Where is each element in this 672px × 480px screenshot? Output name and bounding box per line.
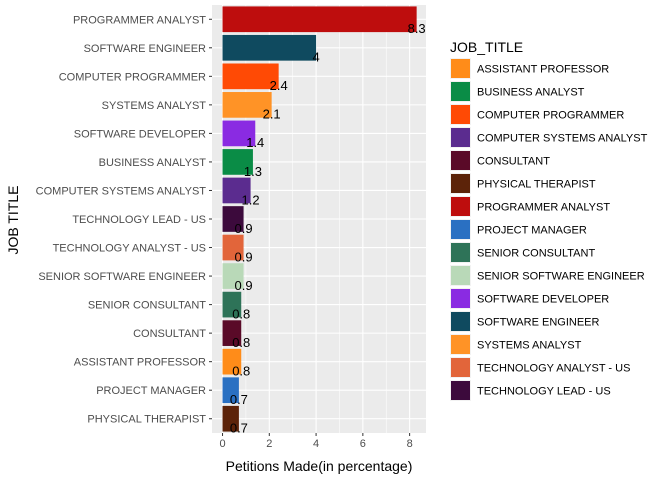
data-label: 0.8 [232, 335, 250, 350]
x-tick-label: 2 [266, 438, 272, 450]
y-tick-label: SYSTEMS ANALYST [102, 100, 207, 112]
legend-swatch [451, 266, 470, 285]
legend-label: SYSTEMS ANALYST [477, 340, 582, 352]
legend-swatch [451, 289, 470, 308]
data-label: 0.8 [232, 364, 250, 379]
x-tick-label: 4 [313, 438, 319, 450]
y-tick-label: TECHNOLOGY LEAD - US [72, 214, 206, 226]
y-tick-label: SENIOR CONSULTANT [88, 300, 206, 312]
x-tick-label: 6 [360, 438, 366, 450]
legend-swatch [451, 381, 470, 400]
data-label: 1.2 [242, 192, 260, 207]
y-tick-label: COMPUTER SYSTEMS ANALYST [36, 185, 207, 197]
legend-swatch [451, 220, 470, 239]
legend-label: CONSULTANT [477, 156, 550, 168]
y-tick-label: ASSISTANT PROFESSOR [74, 357, 206, 369]
legend-title: JOB_TITLE [450, 39, 523, 55]
x-tick-label: 0 [219, 438, 225, 450]
legend-label: TECHNOLOGY ANALYST - US [477, 363, 630, 375]
bar [222, 377, 239, 404]
legend-swatch [451, 105, 470, 124]
bar [222, 63, 279, 90]
data-label: 0.7 [230, 392, 248, 407]
legend-label: TECHNOLOGY LEAD - US [477, 386, 611, 398]
legend-label: SENIOR SOFTWARE ENGINEER [477, 271, 645, 283]
bar [222, 6, 417, 33]
bar [222, 234, 244, 261]
data-label: 0.8 [232, 306, 250, 321]
legend: JOB_TITLE ASSISTANT PROFESSOR BUSINESS AN… [450, 39, 648, 401]
bar [222, 149, 253, 175]
bar [222, 92, 272, 118]
legend-label: ASSISTANT PROFESSOR [477, 64, 609, 76]
data-label: 8.3 [408, 21, 426, 36]
legend-swatch [451, 174, 470, 193]
data-label: 0.7 [230, 421, 248, 436]
y-tick-label: PHYSICAL THERAPIST [87, 414, 206, 426]
data-label: 2.4 [270, 78, 288, 93]
y-tick-label: COMPUTER PROGRAMMER [59, 71, 206, 83]
bar [222, 120, 256, 147]
y-tick-label: PROJECT MANAGER [96, 385, 206, 397]
legend-swatch [451, 243, 470, 262]
legend-label: PROJECT MANAGER [477, 225, 587, 237]
legend-swatch [451, 82, 470, 101]
data-label: 0.9 [235, 221, 253, 236]
bar [222, 263, 244, 289]
legend-swatch [451, 59, 470, 78]
y-tick-label: SOFTWARE DEVELOPER [74, 128, 206, 140]
data-label: 0.9 [235, 249, 253, 264]
data-label: 1.3 [244, 164, 262, 179]
data-label: 2.1 [263, 107, 281, 122]
legend-swatch [451, 128, 470, 147]
bar [222, 320, 242, 346]
legend-swatch [451, 151, 470, 170]
y-tick-label: PROGRAMMER ANALYST [73, 14, 206, 26]
data-label: 4 [312, 50, 319, 65]
y-tick-label: SENIOR SOFTWARE ENGINEER [38, 271, 206, 283]
data-label: 0.9 [235, 278, 253, 293]
bar [222, 206, 244, 232]
y-tick-label: TECHNOLOGY ANALYST - US [53, 243, 206, 255]
x-tick-label: 8 [407, 438, 413, 450]
legend-label: BUSINESS ANALYST [477, 87, 585, 99]
data-label: 1.4 [246, 135, 264, 150]
legend-swatch [451, 335, 470, 354]
bar [222, 348, 242, 375]
bar [222, 291, 242, 318]
legend-label: SOFTWARE ENGINEER [477, 317, 599, 329]
legend-label: PROGRAMMER ANALYST [477, 202, 610, 214]
y-tick-label: SOFTWARE ENGINEER [84, 43, 206, 55]
y-tick-label: BUSINESS ANALYST [99, 157, 207, 169]
bar [222, 405, 239, 432]
bar [222, 177, 251, 204]
x-axis-title: Petitions Made(in percentage) [226, 458, 413, 474]
legend-label: SENIOR CONSULTANT [477, 248, 595, 260]
legend-swatch [451, 358, 470, 377]
legend-swatch [451, 312, 470, 331]
legend-label: COMPUTER PROGRAMMER [477, 110, 624, 122]
bar [222, 34, 317, 61]
legend-label: PHYSICAL THERAPIST [477, 179, 596, 191]
legend-label: COMPUTER SYSTEMS ANALYST [477, 133, 648, 145]
y-tick-label: CONSULTANT [133, 328, 206, 340]
y-axis-title: JOB TITLE [5, 186, 21, 255]
legend-swatch [451, 197, 470, 216]
legend-label: SOFTWARE DEVELOPER [477, 294, 609, 306]
